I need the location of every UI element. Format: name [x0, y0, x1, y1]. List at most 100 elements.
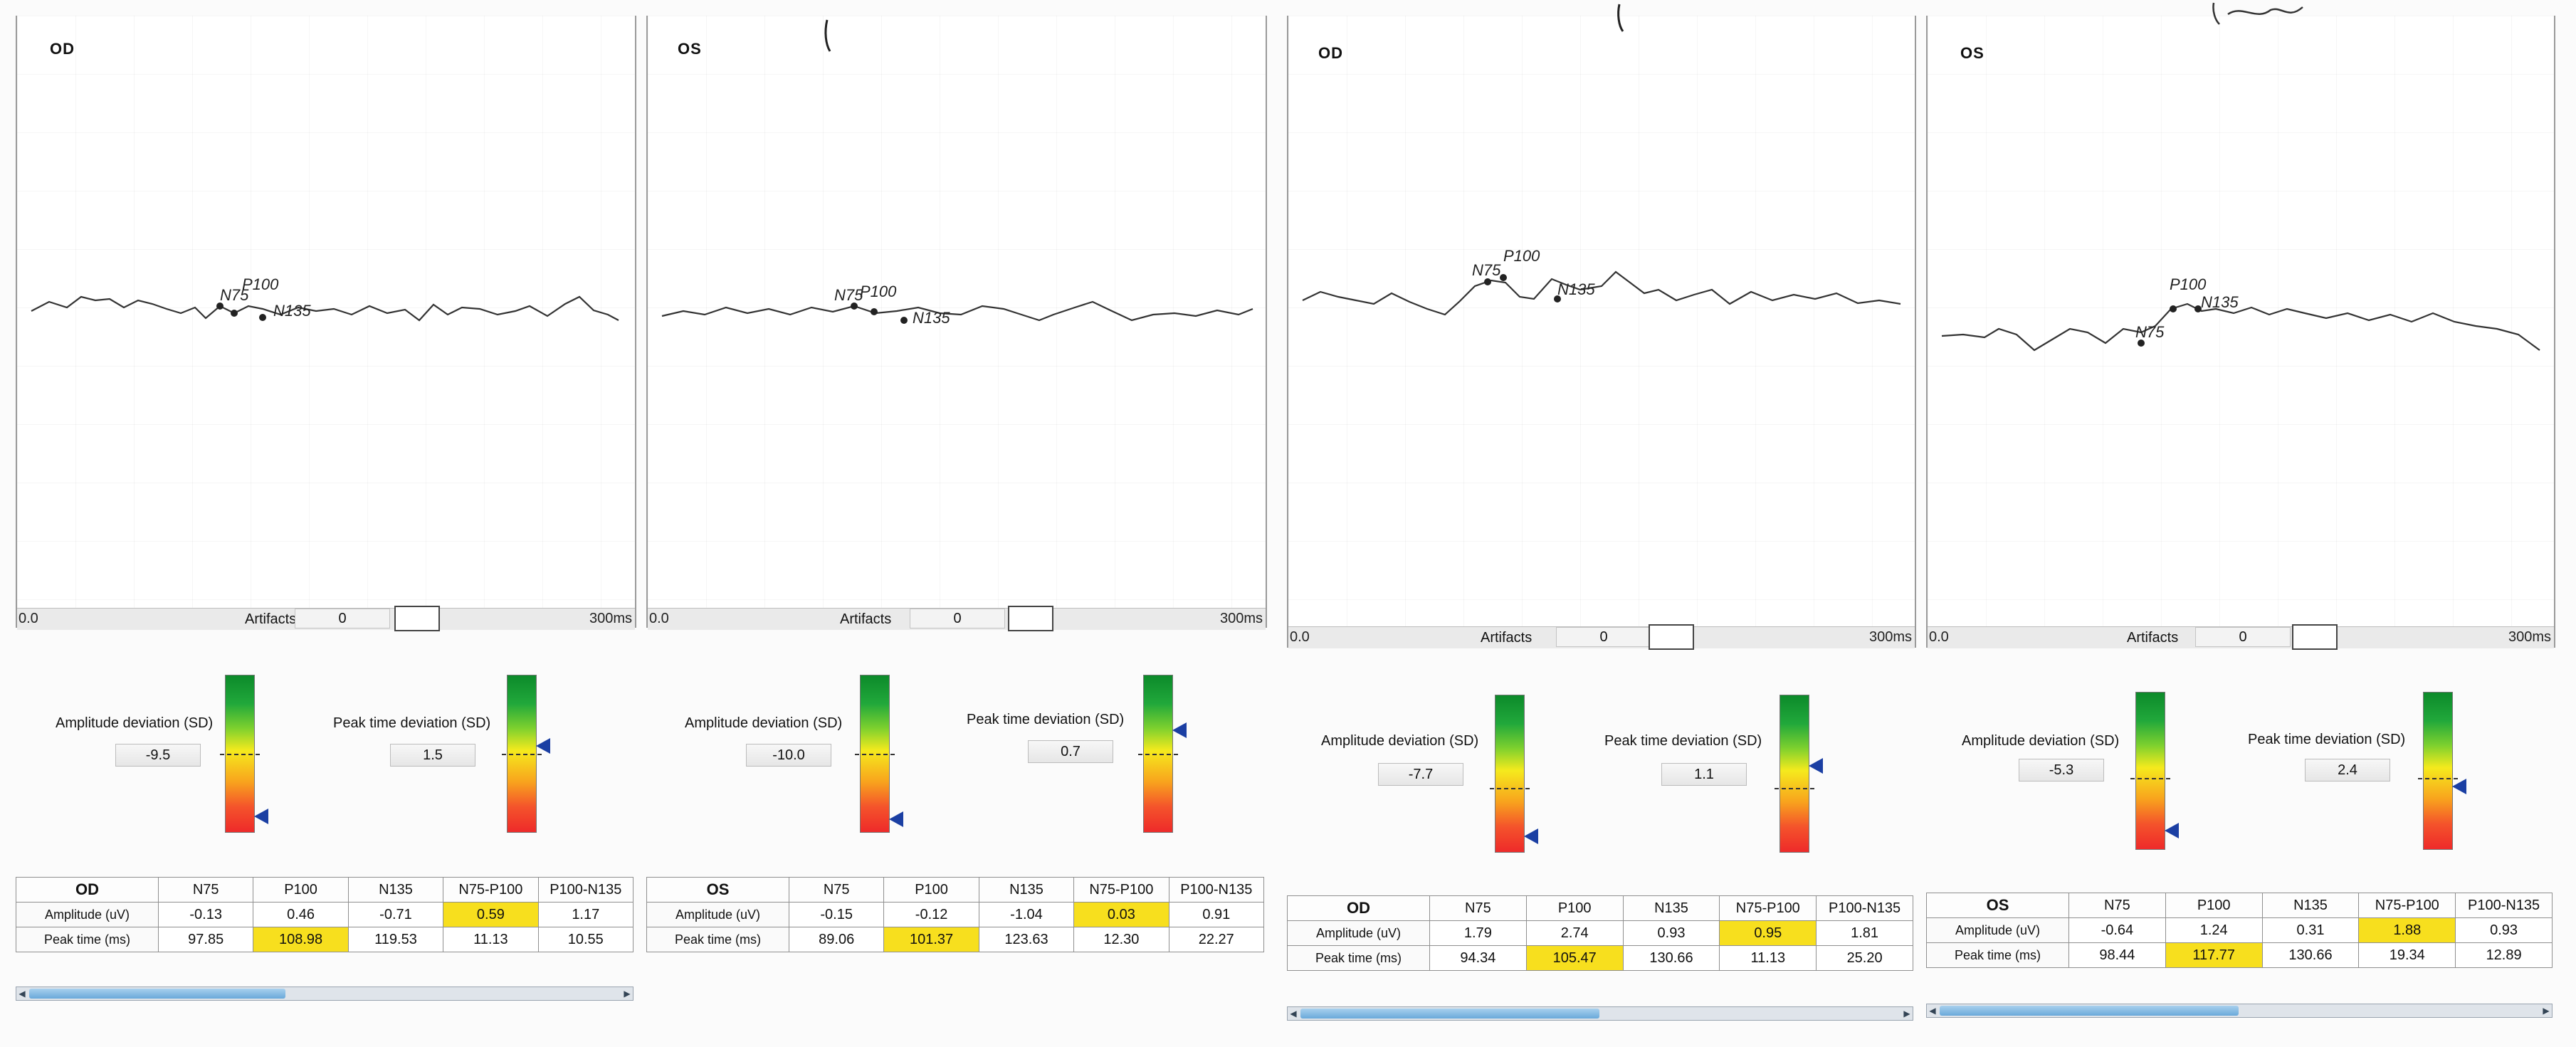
table-row: Peak time (ms) 89.06 101.37 123.63 12.30…: [646, 927, 1265, 952]
table-cell-highlighted: 1.88: [2358, 917, 2456, 943]
artifacts-button[interactable]: [1008, 606, 1053, 631]
gauge-indicator-arrow: [2165, 822, 2179, 838]
scroll-thumb[interactable]: [1940, 1006, 2239, 1016]
column-header: P100-N135: [2455, 893, 2553, 918]
column-header: P100: [253, 877, 349, 903]
gauge-midline: [2130, 778, 2170, 779]
table-cell-highlighted: 0.95: [1719, 920, 1817, 946]
column-header: P100-N135: [1168, 877, 1265, 903]
table-row: Amplitude (uV) -0.13 0.46 -0.71 0.59 1.1…: [16, 902, 634, 927]
table-horizontal-scrollbar[interactable]: ◀ ▶: [1287, 1006, 1913, 1021]
table-cell: -0.12: [883, 902, 979, 927]
gauge-indicator-arrow: [254, 809, 268, 824]
gauge-indicator-arrow: [889, 811, 903, 828]
axis-end-label: 300ms: [1868, 629, 1912, 645]
handwritten-marks: [824, 2, 2303, 52]
peak-time-gauge: [1138, 675, 1187, 833]
table-cell: -0.71: [347, 902, 444, 927]
waveform-trace: N75 P100 N135: [1302, 247, 1901, 316]
table-header-row: OD N75 P100 N135 N75-P100 P100-N135: [16, 877, 634, 903]
scroll-right-icon[interactable]: ▶: [2543, 1006, 2550, 1016]
scroll-left-icon[interactable]: ◀: [19, 989, 26, 999]
table-cell: 12.30: [1073, 927, 1169, 952]
column-header: N75-P100: [443, 877, 539, 903]
n75-label: N75: [220, 286, 249, 304]
n135-label: N135: [273, 302, 311, 320]
n135-marker: [259, 314, 266, 321]
row-label: Peak time (ms): [646, 927, 789, 952]
axis-end-label: 300ms: [589, 611, 632, 626]
table-cell-highlighted: 117.77: [2165, 942, 2263, 968]
waveform-trace: N75 P100 N135: [31, 275, 619, 322]
n75-marker: [2138, 340, 2145, 347]
gauge-midline: [1775, 788, 1814, 789]
table-cell: 0.93: [2455, 917, 2553, 943]
row-label: Amplitude (uV): [1926, 917, 2069, 943]
amplitude-gauge: [855, 675, 903, 833]
n135-label: N135: [1557, 280, 1595, 298]
results-table: OS N75 P100 N135 N75-P100 P100-N135 Ampl…: [1926, 893, 2553, 968]
n135-label: N135: [913, 309, 950, 327]
n135-label: N135: [2201, 293, 2239, 311]
column-header: N75-P100: [1719, 895, 1817, 921]
scroll-right-icon[interactable]: ▶: [624, 989, 631, 999]
table-cell-highlighted: 0.03: [1073, 902, 1169, 927]
axis-start-label: 0.0: [1929, 629, 1949, 645]
table-cell: 0.93: [1622, 920, 1720, 946]
scroll-thumb[interactable]: [29, 989, 285, 999]
scroll-right-icon[interactable]: ▶: [1903, 1009, 1910, 1019]
table-cell: 123.63: [978, 927, 1075, 952]
n135-marker: [2194, 305, 2202, 312]
column-header: N135: [978, 877, 1075, 903]
scroll-left-icon[interactable]: ◀: [1290, 1009, 1297, 1019]
column-header: P100: [2165, 893, 2263, 918]
artifacts-button[interactable]: [2292, 624, 2338, 650]
table-row: Peak time (ms) 94.34 105.47 130.66 11.13…: [1287, 945, 1913, 971]
table-cell: 25.20: [1816, 945, 1913, 971]
peak-time-gauge: [1775, 695, 1823, 853]
table-cell-highlighted: 108.98: [253, 927, 349, 952]
results-table: OD N75 P100 N135 N75-P100 P100-N135 Ampl…: [1287, 895, 1913, 971]
artifacts-label: Artifacts: [2127, 630, 2179, 646]
table-eye-header: OD: [1287, 895, 1430, 921]
table-eye-header: OS: [646, 877, 789, 903]
column-header: N75: [2068, 893, 2166, 918]
axis-start-label: 0.0: [1290, 629, 1310, 645]
table-cell: -0.13: [157, 902, 254, 927]
table-horizontal-scrollbar[interactable]: ◀ ▶: [16, 987, 634, 1001]
artifacts-label: Artifacts: [1481, 630, 1533, 646]
gauge-midline: [220, 754, 260, 755]
gauge-indicator-arrow: [536, 738, 550, 754]
axis-end-label: 300ms: [2508, 629, 2551, 645]
plot-footer: 0.0 Artifacts 0 300ms: [17, 606, 635, 631]
table-cell: -0.64: [2068, 917, 2166, 943]
amplitude-deviation-value: -5.3: [2019, 759, 2104, 782]
table-horizontal-scrollbar[interactable]: ◀ ▶: [1926, 1004, 2553, 1018]
column-header: P100: [883, 877, 979, 903]
table-cell: -1.04: [978, 902, 1075, 927]
table-cell: 0.91: [1168, 902, 1265, 927]
table-cell: 22.27: [1168, 927, 1265, 952]
results-table: OD N75 P100 N135 N75-P100 P100-N135 Ampl…: [16, 877, 634, 952]
p100-marker: [1500, 274, 1507, 281]
gauge-indicator-arrow: [2452, 779, 2466, 794]
table-cell: 1.81: [1816, 920, 1913, 946]
p100-marker: [871, 308, 878, 315]
row-label: Peak time (ms): [1287, 945, 1430, 971]
peak-time-deviation-value: 1.5: [390, 744, 475, 767]
artifacts-button[interactable]: [1649, 624, 1694, 650]
row-label: Peak time (ms): [16, 927, 159, 952]
gauge-midline: [2418, 778, 2458, 779]
n75-marker: [216, 302, 224, 310]
table-cell: -0.15: [788, 902, 885, 927]
artifacts-button[interactable]: [394, 606, 440, 631]
column-header: N135: [1622, 895, 1720, 921]
scroll-left-icon[interactable]: ◀: [1929, 1006, 1936, 1016]
plot-footer: 0.0 Artifacts 0 300ms: [648, 606, 1266, 631]
peak-time-deviation-label: Peak time deviation (SD): [2248, 732, 2406, 747]
scroll-thumb[interactable]: [1300, 1009, 1599, 1019]
artifacts-value: 0: [2195, 627, 2291, 647]
table-header-row: OS N75 P100 N135 N75-P100 P100-N135: [646, 877, 1265, 903]
p100-marker: [231, 310, 238, 317]
gauge-midline: [1138, 754, 1178, 755]
